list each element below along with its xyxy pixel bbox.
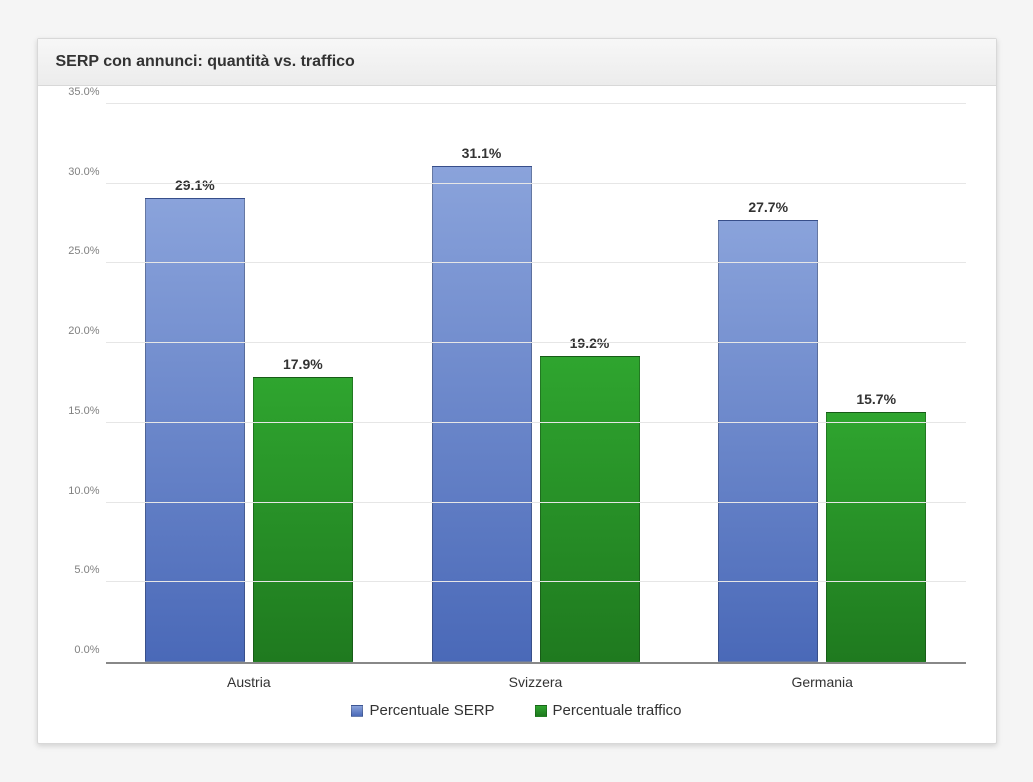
y-tick-label: 35.0% xyxy=(56,86,100,98)
bar: 15.7% xyxy=(826,412,926,662)
bar-groups: 29.1%17.9%31.1%19.2%27.7%15.7% xyxy=(106,104,966,662)
bar-group: 27.7%15.7% xyxy=(679,104,966,662)
legend: Percentuale SERP Percentuale traffico xyxy=(58,696,976,735)
y-tick-label: 30.0% xyxy=(56,166,100,178)
grid-line xyxy=(106,502,966,503)
legend-swatch xyxy=(351,705,363,717)
bar-value-label: 15.7% xyxy=(856,391,896,407)
grid-line xyxy=(106,422,966,423)
grid-line xyxy=(106,581,966,582)
x-axis-labels: AustriaSvizzeraGermania xyxy=(106,664,966,696)
legend-swatch xyxy=(535,705,547,717)
y-tick-label: 0.0% xyxy=(56,644,100,656)
legend-label: Percentuale SERP xyxy=(369,702,494,719)
legend-label: Percentuale traffico xyxy=(553,702,682,719)
grid-line xyxy=(106,103,966,104)
bar-group: 31.1%19.2% xyxy=(392,104,679,662)
chart-title: SERP con annunci: quantità vs. traffico xyxy=(38,39,996,86)
plot-area: 29.1%17.9%31.1%19.2%27.7%15.7% 0.0%5.0%1… xyxy=(106,104,966,664)
legend-item: Percentuale SERP xyxy=(351,702,494,719)
x-axis-label: Svizzera xyxy=(392,664,679,696)
chart-body: 29.1%17.9%31.1%19.2%27.7%15.7% 0.0%5.0%1… xyxy=(38,86,996,743)
bar: 29.1% xyxy=(145,198,245,662)
bar: 31.1% xyxy=(432,166,532,662)
chart-card: SERP con annunci: quantità vs. traffico … xyxy=(37,38,997,744)
bar-value-label: 17.9% xyxy=(283,356,323,372)
y-tick-label: 25.0% xyxy=(56,245,100,257)
bar: 27.7% xyxy=(718,220,818,662)
grid-line xyxy=(106,262,966,263)
y-tick-label: 10.0% xyxy=(56,485,100,497)
x-axis-label: Germania xyxy=(679,664,966,696)
bar: 19.2% xyxy=(540,356,640,662)
y-tick-label: 15.0% xyxy=(56,405,100,417)
x-axis-label: Austria xyxy=(106,664,393,696)
bar-group: 29.1%17.9% xyxy=(106,104,393,662)
grid-line xyxy=(106,342,966,343)
y-tick-label: 20.0% xyxy=(56,325,100,337)
y-tick-label: 5.0% xyxy=(56,564,100,576)
grid-line xyxy=(106,183,966,184)
bar-value-label: 31.1% xyxy=(462,145,502,161)
bar-value-label: 27.7% xyxy=(748,199,788,215)
legend-item: Percentuale traffico xyxy=(535,702,682,719)
bar: 17.9% xyxy=(253,377,353,662)
bar-value-label: 29.1% xyxy=(175,177,215,193)
